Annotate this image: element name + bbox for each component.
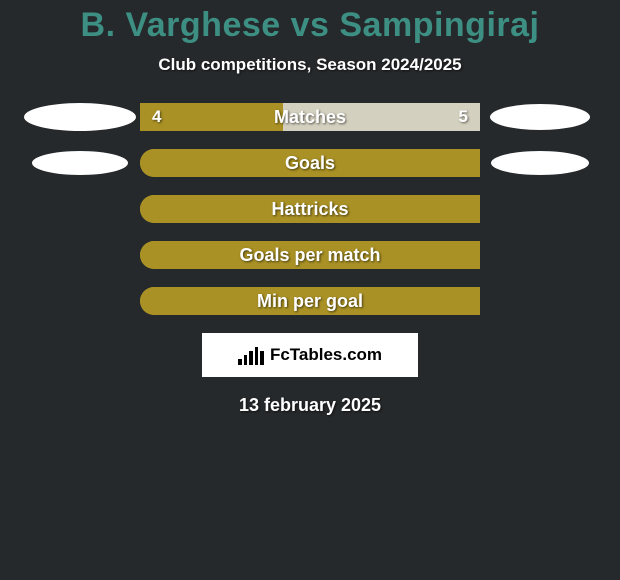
row-goals: Goals bbox=[0, 149, 620, 177]
row-hattricks: Hattricks bbox=[0, 195, 620, 223]
bar-fill-left bbox=[140, 149, 480, 177]
row-min-per-goal: Min per goal bbox=[0, 287, 620, 315]
right-oval-slot bbox=[480, 104, 600, 130]
brand-text: FcTables.com bbox=[270, 345, 382, 365]
bar-goals-per-match: Goals per match bbox=[140, 241, 480, 269]
bar-fill-left bbox=[140, 195, 480, 223]
player-left-marker bbox=[24, 103, 136, 131]
bar-matches: 4 Matches 5 bbox=[140, 103, 480, 131]
page-subtitle: Club competitions, Season 2024/2025 bbox=[0, 55, 620, 75]
bar-goals: Goals bbox=[140, 149, 480, 177]
player-right-marker bbox=[491, 151, 589, 175]
matches-left-value: 4 bbox=[152, 107, 161, 127]
right-oval-slot bbox=[480, 151, 600, 175]
player-right-marker bbox=[490, 104, 590, 130]
left-oval-slot bbox=[20, 103, 140, 131]
row-matches: 4 Matches 5 bbox=[0, 103, 620, 131]
left-oval-slot bbox=[20, 151, 140, 175]
bar-fill-left bbox=[140, 287, 480, 315]
bar-hattricks: Hattricks bbox=[140, 195, 480, 223]
snapshot-date: 13 february 2025 bbox=[0, 395, 620, 416]
player-left-marker bbox=[32, 151, 128, 175]
brand-watermark: FcTables.com bbox=[202, 333, 418, 377]
row-goals-per-match: Goals per match bbox=[0, 241, 620, 269]
matches-right-value: 5 bbox=[459, 107, 468, 127]
bar-fill-left bbox=[140, 241, 480, 269]
bar-min-per-goal: Min per goal bbox=[140, 287, 480, 315]
page-title: B. Varghese vs Sampingiraj bbox=[0, 0, 620, 45]
bar-chart-icon bbox=[238, 345, 264, 365]
comparison-rows: 4 Matches 5 Goals Hattricks bbox=[0, 103, 620, 315]
